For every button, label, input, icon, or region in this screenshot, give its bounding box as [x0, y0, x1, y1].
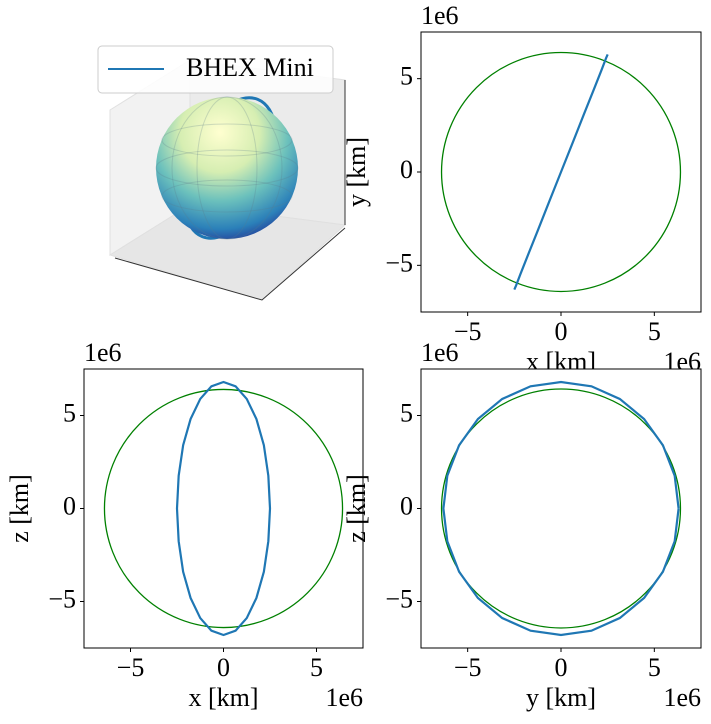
y-tick-label: −5 — [385, 248, 413, 277]
y-offset: 1e6 — [84, 338, 122, 367]
axes: −5 0 5 −5 0 5 y [km] z [km] 1e6 1e6 — [342, 338, 702, 712]
earth-circle — [440, 388, 682, 629]
x-tick-label: 5 — [648, 317, 661, 346]
y-tick-label: −5 — [48, 584, 76, 613]
x-tick-label: 0 — [555, 317, 568, 346]
earth-circle — [103, 388, 344, 629]
3d-axes: BHEX Mini — [97, 45, 347, 301]
axes: −5 0 5 −5 0 5 x [km] z [km] 1e6 1e6 — [5, 338, 364, 712]
legend-label: BHEX Mini — [186, 53, 314, 82]
x-tick-label: 5 — [648, 653, 661, 682]
y-tick-label: 5 — [63, 398, 76, 427]
y-axis-label: y [km] — [342, 137, 371, 207]
y-offset: 1e6 — [421, 1, 459, 30]
x-offset: 1e6 — [663, 683, 701, 712]
axis-line — [114, 80, 346, 301]
x-axis-label: x [km] — [188, 683, 258, 712]
y-tick-label: −5 — [385, 584, 413, 613]
legend: BHEX Mini — [97, 45, 334, 94]
plot-area — [84, 369, 363, 648]
plot-content — [103, 380, 344, 637]
x-tick-label: −5 — [454, 653, 482, 682]
legend-box — [97, 45, 334, 94]
plot-area — [421, 369, 701, 648]
y-tick-label: 0 — [400, 155, 413, 184]
orbit-line — [175, 380, 272, 637]
x-offset: 1e6 — [325, 683, 363, 712]
x-axis-label: y [km] — [526, 683, 596, 712]
x-tick-label: 0 — [217, 653, 230, 682]
x-tick-label: −5 — [454, 317, 482, 346]
orbit-line — [442, 380, 680, 637]
y-offset: 1e6 — [421, 338, 459, 367]
y-tick-label: 0 — [63, 491, 76, 520]
earth-sphere — [156, 97, 298, 239]
x-tick-label: −5 — [117, 653, 145, 682]
y-axis-label: z [km] — [342, 474, 371, 543]
y-tick-label: 5 — [400, 62, 413, 91]
y-axis-label: z [km] — [5, 474, 34, 543]
sphere-grid — [155, 96, 299, 240]
earth-circle — [440, 51, 682, 293]
plot-content — [440, 380, 682, 637]
y-tick-label: 5 — [400, 398, 413, 427]
x-tick-label: 5 — [310, 653, 323, 682]
orbit-line — [513, 53, 609, 291]
x-tick-label: 0 — [555, 653, 568, 682]
y-tick-label: 0 — [400, 491, 413, 520]
plot-content — [440, 51, 682, 293]
